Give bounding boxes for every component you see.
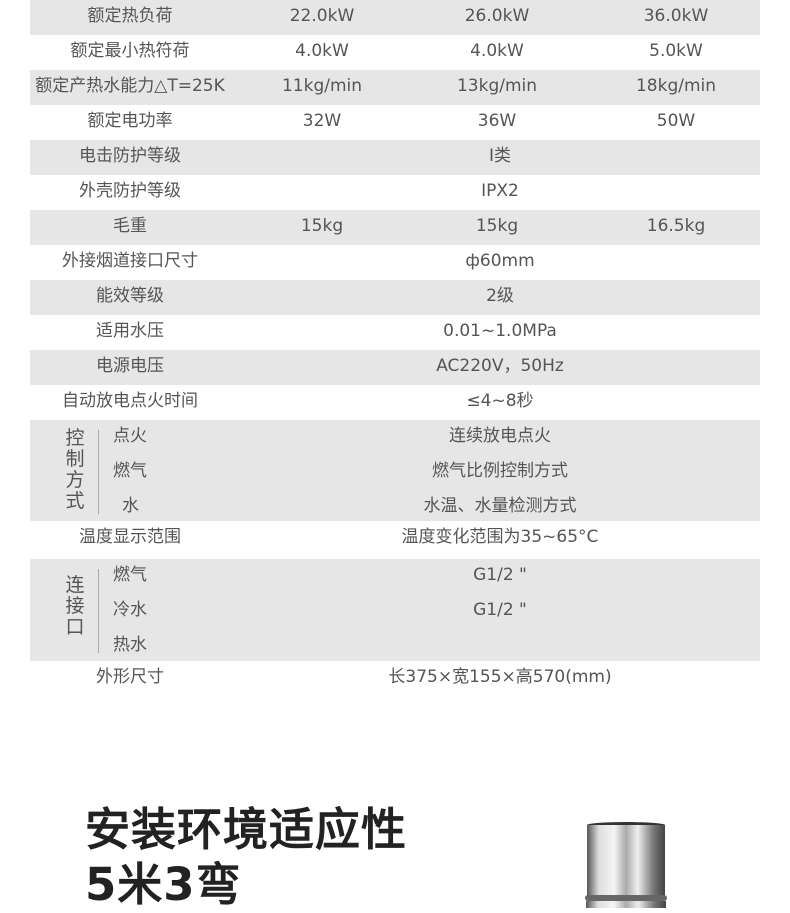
row-value: 22.0kW (289, 6, 355, 26)
sub-value: 燃气比例控制方式 (432, 461, 568, 481)
row-label: 能效等级 (96, 286, 164, 306)
sub-label: 燃气 (113, 461, 147, 481)
section-title: 安装环境适应性 (85, 803, 408, 856)
spec-row: 毛重 15kg 15kg 16.5kg (30, 210, 760, 245)
sub-value: 连续放电点火 (449, 426, 551, 446)
spec-row-dimension: 外形尺寸 长375×宽155×高570(mm) (30, 661, 760, 701)
row-label: 外接烟道接口尺寸 (62, 251, 198, 271)
spec-row: 适用水压 0.01~1.0MPa (30, 315, 760, 350)
row-value: 4.0kW (470, 41, 524, 61)
sub-value: G1/2 " (473, 565, 527, 585)
spec-table: 额定热负荷 22.0kW 26.0kW 36.0kW 额定最小热符荷 4.0kW 4.0kW… (30, 0, 760, 701)
spec-row: 外壳防护等级 IPX2 (30, 175, 760, 210)
row-value: 11kg/min (281, 76, 363, 96)
row-value: 36.0kW (643, 6, 709, 26)
row-value: 16.5kg (646, 216, 706, 236)
spec-row: 电击防护等级 Ⅰ类 (30, 140, 760, 175)
sub-label: 冷水 (113, 600, 147, 620)
row-label: 电源电压 (96, 356, 164, 376)
row-value: 13kg/min (456, 76, 538, 96)
sub-label: 水 (122, 496, 139, 516)
row-value: 5.0kW (649, 41, 703, 61)
sub-value: 水温、水量检测方式 (423, 496, 577, 516)
row-value: 36W (477, 111, 517, 131)
row-label: 温度显示范围 (79, 527, 181, 547)
flue-pipe-image (585, 822, 667, 908)
row-label: 电击防护等级 (79, 146, 181, 166)
row-label: 额定电功率 (87, 111, 173, 131)
control-method-label: 控制方式 (65, 427, 85, 512)
sub-label: 点火 (113, 426, 147, 446)
spec-row-temp: 温度显示范围 温度变化范围为35~65°C (30, 521, 760, 559)
row-label: 外壳防护等级 (79, 181, 181, 201)
sub-value: G1/2 " (473, 600, 527, 620)
row-value: Ⅰ类 (488, 146, 512, 166)
row-value: 50W (656, 111, 696, 131)
row-value: AC220V，50Hz (436, 356, 564, 376)
section-subtitle: 5米3弯 (85, 858, 242, 911)
spec-row: 电源电压 AC220V，50Hz (30, 350, 760, 385)
row-value: 18kg/min (635, 76, 717, 96)
row-value: 4.0kW (295, 41, 349, 61)
row-value: IPX2 (481, 181, 519, 201)
row-value: ≤4~8秒 (466, 391, 534, 411)
connection-label: 连接口 (65, 574, 85, 638)
row-value: 32W (302, 111, 342, 131)
row-value: 26.0kW (464, 6, 530, 26)
row-value: 2级 (486, 286, 514, 306)
row-value: 0.01~1.0MPa (443, 321, 557, 341)
row-value: 温度变化范围为35~65°C (401, 527, 599, 547)
spec-row: 额定电功率 32W 36W 50W (30, 105, 760, 140)
row-value: 15kg (475, 216, 519, 236)
row-label: 适用水压 (96, 321, 164, 341)
spec-row: 额定产热水能力△T=25K 11kg/min 13kg/min 18kg/min (30, 70, 760, 105)
divider (98, 430, 99, 514)
spec-row: 外接烟道接口尺寸 ф60mm (30, 245, 760, 280)
spec-row: 自动放电点火时间 ≤4~8秒 (30, 385, 760, 420)
sub-label: 热水 (113, 635, 147, 655)
row-label: 额定热负荷 (87, 6, 173, 26)
row-label: 额定产热水能力△T=25K (35, 76, 225, 96)
spec-row: 能效等级 2级 (30, 280, 760, 315)
row-label: 自动放电点火时间 (62, 391, 198, 411)
row-value: 长375×宽155×高570(mm) (388, 667, 612, 687)
row-label: 额定最小热符荷 (70, 41, 190, 61)
connection-group: 连接口 燃气 G1/2 " 冷水 G1/2 " 热水 (30, 559, 760, 661)
divider (98, 569, 99, 653)
spec-row: 额定热负荷 22.0kW 26.0kW 36.0kW (30, 0, 760, 35)
spec-row: 额定最小热符荷 4.0kW 4.0kW 5.0kW (30, 35, 760, 70)
row-value: ф60mm (465, 251, 535, 271)
sub-label: 燃气 (113, 565, 147, 585)
control-method-group: 控制方式 点火 连续放电点火 燃气 燃气比例控制方式 水 水温、水量检测方式 (30, 420, 760, 521)
row-label: 外形尺寸 (96, 667, 164, 687)
row-label: 毛重 (113, 216, 147, 236)
row-value: 15kg (300, 216, 344, 236)
